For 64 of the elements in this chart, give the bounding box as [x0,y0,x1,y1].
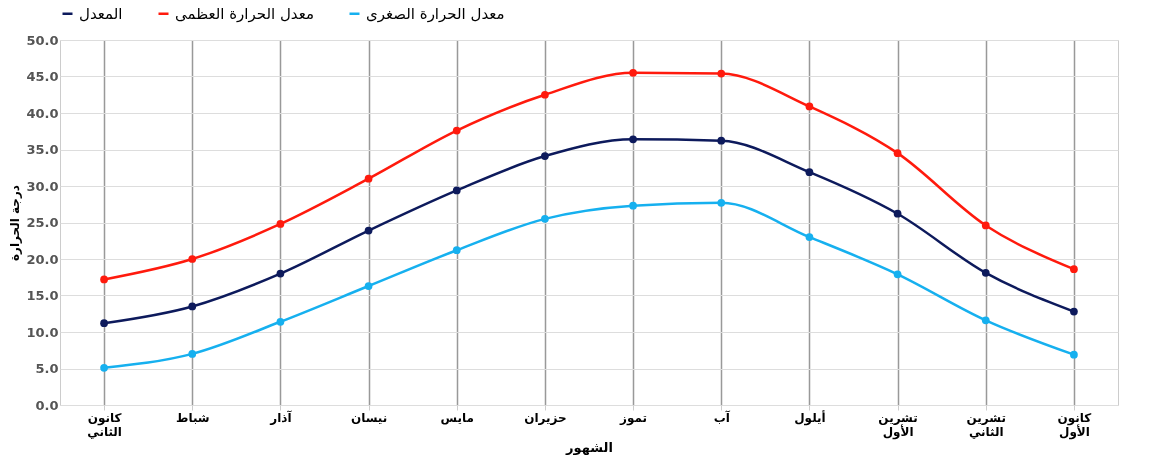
y-tick-label: 5.0 [35,361,59,376]
y-tick-label: 50.0 [26,32,59,48]
point [276,269,285,278]
point [364,226,373,235]
point [276,220,285,228]
legend-label: معدل الحرارة الصغرى [366,4,505,23]
point [717,69,726,78]
x-tick-label: كانون الأول [1057,410,1092,440]
point [981,316,990,325]
point [629,201,637,210]
point [188,350,197,358]
y-tick-label: 20.0 [26,251,59,267]
y-axis-title: درجة الحرارة [8,184,23,262]
y-tick-label: 35.0 [26,142,59,157]
y-tick-label: 25.0 [26,215,59,230]
x-tick-label: شباط [175,410,210,425]
point [452,126,461,135]
point [188,255,197,263]
point [805,102,814,111]
point [981,221,990,230]
point [364,174,373,183]
point [1070,350,1078,359]
point [893,209,902,218]
x-tick-label: نيسان [350,410,388,425]
point [1070,307,1078,316]
point [541,90,549,99]
point [981,269,990,277]
y-tick-label: 0.0 [35,397,59,413]
point [893,149,902,158]
point [100,275,108,284]
x-tick-label: حزيران [524,410,567,425]
x-axis-title: الشهور [565,439,613,455]
y-tick-label: 45.0 [26,69,59,84]
point [100,319,108,328]
point [276,317,285,326]
x-tick-label: تشرين الأول [878,410,918,440]
point [452,186,461,195]
point [805,168,814,176]
x-tick-label: أيلول [794,409,826,426]
y-tick-label: 40.0 [26,105,59,121]
point [364,282,373,290]
x-tick-label: مايس [440,410,474,425]
point [1070,265,1078,274]
point [717,136,726,145]
x-tick-label: آب [713,409,731,425]
y-tick-label: 10.0 [26,324,59,340]
x-tick-label: تموز [619,410,648,426]
point [188,302,197,311]
point [100,363,108,372]
point [893,270,902,279]
y-tick-label: 30.0 [26,178,59,194]
point [452,246,461,255]
point [541,214,549,223]
x-tick-label: آذار [269,409,293,425]
x-tick-label: تشرين الثاني [966,410,1006,439]
point [629,135,637,144]
y-tick-label: 15.0 [26,288,59,303]
legend-label: المعدل [79,4,123,23]
point [541,152,549,160]
point [805,233,814,241]
legend-label: معدل الحرارة العظمى [175,4,314,23]
point [717,198,726,207]
point [629,68,637,77]
x-tick-label: كانون الثاني [87,410,122,439]
